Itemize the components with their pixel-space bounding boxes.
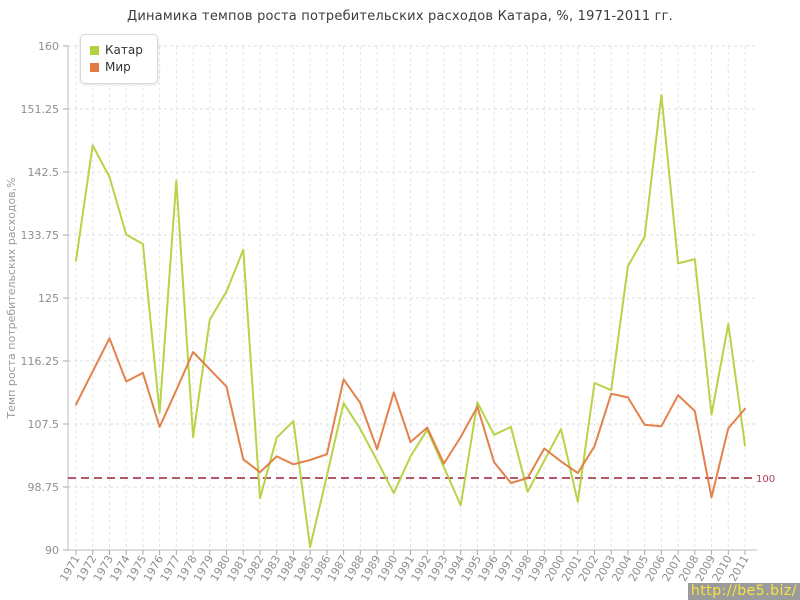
- svg-text:116.25: 116.25: [21, 355, 60, 368]
- chart-title: Динамика темпов роста потребительских ра…: [126, 9, 674, 24]
- svg-text:160: 160: [38, 40, 59, 53]
- series-line-world: [75, 337, 746, 499]
- reference-line-label: 100: [756, 474, 775, 485]
- legend: Катар Мир: [80, 34, 158, 84]
- reference-line: 100: [68, 474, 775, 485]
- y-axis-title: Темп роста потребительских расходов,%: [5, 177, 18, 419]
- svg-text:125: 125: [38, 292, 59, 305]
- legend-swatch-qatar: [90, 46, 99, 55]
- x-axis-labels: 1971197219731974197519761977197819791980…: [57, 553, 751, 584]
- watermark-link[interactable]: http://be5.biz/: [687, 583, 800, 600]
- svg-text:98.75: 98.75: [28, 481, 60, 494]
- legend-label-world: Мир: [105, 60, 131, 74]
- series-line-qatar: [75, 94, 746, 549]
- svg-text:107.5: 107.5: [28, 418, 60, 431]
- svg-text:151.25: 151.25: [21, 103, 60, 116]
- y-axis-labels: 90 98.75 107.5 116.25 125 133.75 142.5 151.25 16…: [21, 40, 60, 557]
- svg-text:142.5: 142.5: [28, 166, 60, 179]
- legend-item-qatar: Катар: [90, 42, 143, 59]
- gridlines: [68, 45, 757, 551]
- legend-swatch-world: [90, 63, 99, 72]
- legend-item-world: Мир: [90, 59, 143, 76]
- legend-label-qatar: Катар: [105, 43, 143, 57]
- svg-text:133.75: 133.75: [21, 229, 60, 242]
- svg-text:90: 90: [45, 544, 59, 557]
- axes: [63, 45, 757, 555]
